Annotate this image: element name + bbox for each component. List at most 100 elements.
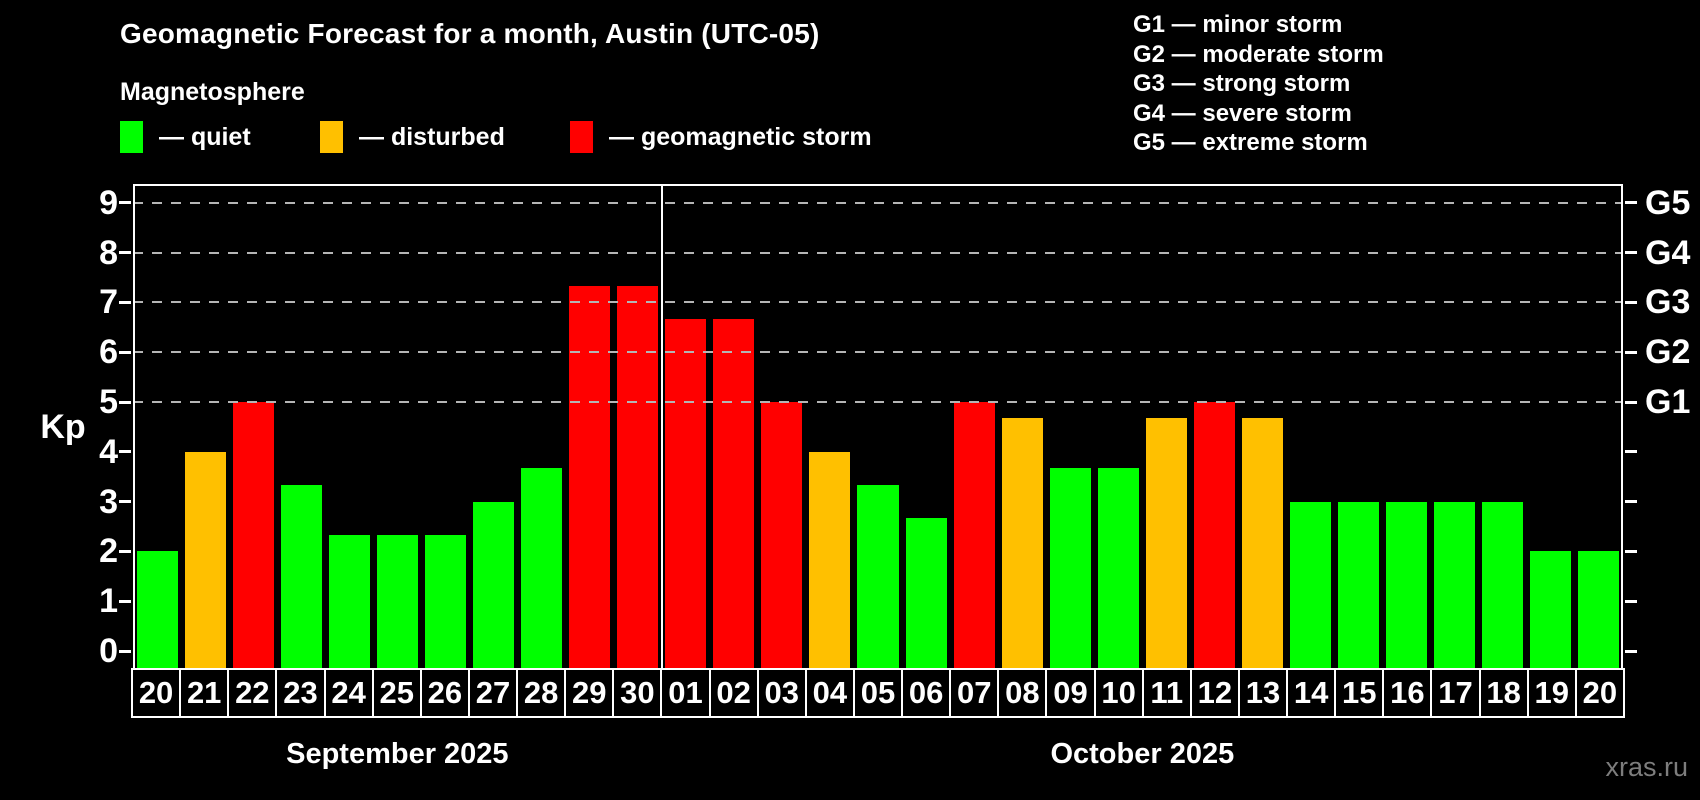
- kp-bar: [328, 534, 370, 668]
- plot-border-left: [133, 184, 135, 668]
- y-tick-label-9: 9: [99, 183, 118, 222]
- day-cell: 26: [421, 670, 468, 716]
- right-tick: [1625, 300, 1637, 304]
- y-tick-label-8: 8: [99, 233, 118, 272]
- legend-item-storm: — geomagnetic storm: [570, 120, 872, 154]
- gridline-g1: [133, 401, 1623, 403]
- right-tick: [1625, 500, 1637, 504]
- kp-bar: [232, 402, 274, 668]
- day-cell: 04: [806, 670, 853, 716]
- legend-swatch-quiet: [120, 121, 143, 153]
- day-cell: 05: [854, 670, 902, 716]
- y-axis-title: Kp: [40, 408, 86, 446]
- kp-bar: [376, 534, 418, 668]
- kp-bar: [617, 285, 659, 668]
- gridline-g2: [133, 351, 1623, 354]
- right-tick: [1625, 201, 1637, 205]
- month-separator-line: [660, 184, 663, 668]
- left-tick: [119, 599, 131, 603]
- kp-bar: [1434, 501, 1476, 668]
- day-cell: 29: [566, 670, 613, 716]
- y-tick-label-6: 6: [99, 333, 118, 372]
- kp-bar: [280, 485, 322, 668]
- day-cell: 08: [999, 670, 1046, 716]
- kp-bar: [1482, 501, 1524, 668]
- kp-bar: [136, 551, 178, 668]
- g-axis-label-g1: G1: [1645, 383, 1691, 421]
- kp-bar: [761, 402, 803, 668]
- g-axis-label-g2: G2: [1645, 333, 1691, 372]
- legend-swatch-storm: [570, 121, 593, 153]
- magnetosphere-label: Magnetosphere: [120, 78, 305, 106]
- kp-bar: [809, 451, 851, 668]
- left-tick: [119, 350, 131, 354]
- day-cell: 14: [1288, 670, 1335, 716]
- legend-item-disturbed: — disturbed: [320, 120, 505, 154]
- legend-label-quiet: — quiet: [159, 122, 251, 151]
- kp-bar: [1097, 468, 1139, 668]
- kp-bar: [569, 285, 611, 668]
- kp-bar: [953, 402, 995, 668]
- right-tick: [1625, 251, 1637, 255]
- right-tick: [1625, 649, 1637, 653]
- day-cell: 27: [469, 670, 517, 716]
- left-tick: [119, 450, 131, 454]
- day-cell: 21: [181, 670, 228, 716]
- watermark: xras.ru: [1605, 752, 1688, 782]
- day-cell: 24: [325, 670, 372, 716]
- kp-bar: [857, 485, 899, 668]
- right-tick: [1625, 450, 1637, 454]
- day-cell: 19: [1528, 670, 1575, 716]
- day-cell: 12: [1191, 670, 1238, 716]
- page-title: Geomagnetic Forecast for a month, Austin…: [120, 18, 820, 49]
- y-tick-label-3: 3: [99, 482, 118, 521]
- kp-bar: [184, 451, 226, 668]
- day-cell: 10: [1095, 670, 1142, 716]
- g-legend-line: G1 — minor storm: [1133, 11, 1343, 38]
- day-cell: 13: [1239, 670, 1287, 716]
- right-tick: [1625, 400, 1637, 404]
- y-tick-label-4: 4: [99, 432, 118, 471]
- month-label: October 2025: [1050, 738, 1235, 770]
- kp-bar: [1049, 468, 1091, 668]
- day-cell: 23: [277, 670, 324, 716]
- kp-bar: [1338, 501, 1380, 668]
- left-tick: [119, 201, 131, 205]
- g-scale-legend: G1 — minor storm G2 — moderate storm G3 — …: [1133, 10, 1384, 158]
- day-cell: 30: [614, 670, 661, 716]
- day-cell: 16: [1384, 670, 1431, 716]
- month-label: September 2025: [286, 738, 509, 770]
- day-cell: 11: [1143, 670, 1190, 716]
- kp-bar: [1386, 501, 1428, 668]
- g-legend-line: G4 — severe storm: [1133, 99, 1352, 127]
- left-tick: [119, 649, 131, 653]
- kp-bar: [1578, 551, 1620, 668]
- left-tick: [119, 500, 131, 504]
- left-tick: [119, 300, 131, 304]
- day-cell: 20: [1576, 670, 1623, 716]
- gridline-g3: [133, 301, 1623, 304]
- day-cell: 06: [903, 670, 950, 716]
- day-cell: 25: [373, 670, 420, 716]
- day-cell: 18: [1480, 670, 1527, 716]
- gridline-g5: [133, 201, 1623, 204]
- left-tick: [119, 400, 131, 404]
- kp-bar: [665, 318, 707, 668]
- day-cell: 17: [1432, 670, 1479, 716]
- g-legend-line: G2 — moderate storm: [1133, 40, 1384, 68]
- y-tick-label-2: 2: [99, 532, 118, 571]
- y-tick-label-0: 0: [99, 632, 118, 670]
- left-tick: [119, 549, 131, 553]
- kp-bar: [1530, 551, 1572, 668]
- kp-bar: [1241, 418, 1284, 668]
- x-axis-day-cells: 20 21 22 23 24 25 26 27 28 29 30 01 02 03 04 05 06 07 08 09…: [131, 668, 1625, 718]
- legend-label-storm: — geomagnetic storm: [609, 122, 872, 151]
- legend-label-disturbed: — disturbed: [359, 122, 505, 151]
- day-cell: 01: [662, 670, 709, 716]
- kp-bar: [424, 534, 466, 668]
- kp-bar: [905, 518, 947, 668]
- day-cell: 07: [951, 670, 998, 716]
- y-tick-label-7: 7: [99, 283, 118, 322]
- g-legend-line: G3 — strong storm: [1133, 70, 1351, 97]
